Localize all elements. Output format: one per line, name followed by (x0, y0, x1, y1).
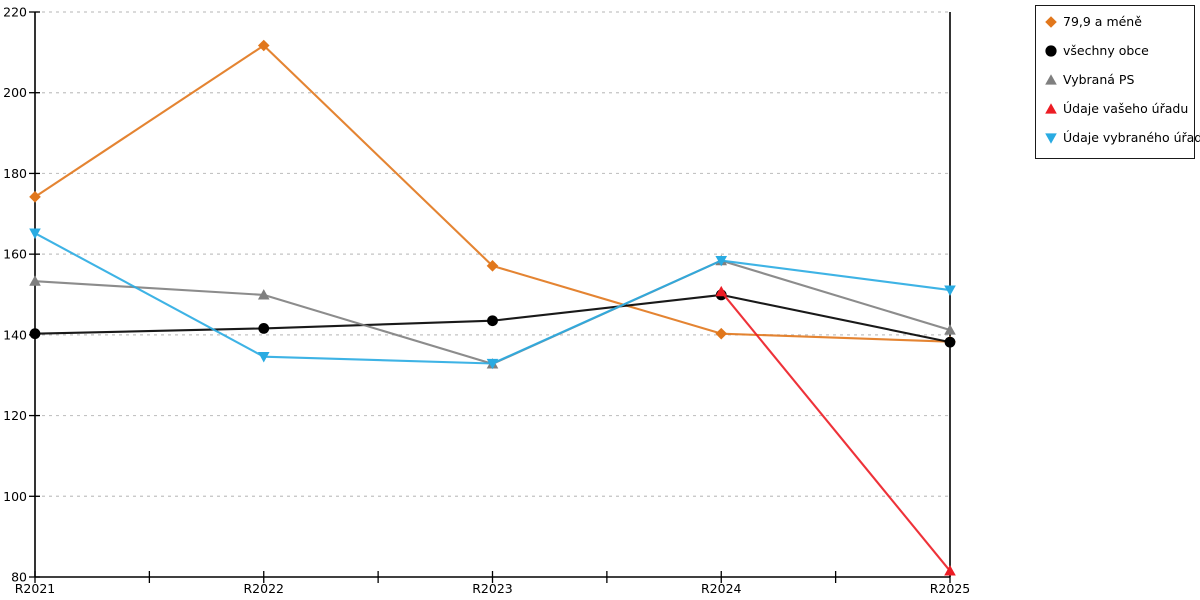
data-point-marker (257, 39, 270, 52)
data-point-marker (944, 324, 956, 335)
triangle-up-icon (1044, 73, 1058, 87)
data-point-marker (486, 260, 499, 272)
legend-label: všechny obce (1063, 43, 1149, 58)
data-point-marker (486, 358, 499, 370)
legend-item-0: 79,9 a méně (1044, 7, 1194, 36)
legend-label: Údaje vašeho úřadu (1063, 101, 1189, 116)
y-tick-label: 200 (3, 85, 27, 100)
data-point-marker (944, 336, 956, 348)
x-tick-label: R2023 (472, 581, 513, 596)
y-tick-label: 160 (3, 247, 27, 262)
data-point-marker (715, 285, 728, 297)
legend-item-2: Vybraná PS (1044, 65, 1194, 94)
series-4 (29, 228, 956, 370)
legend-item-3: Údaje vašeho úřadu (1044, 94, 1194, 123)
series-1 (29, 289, 956, 348)
y-tick-label: 220 (3, 5, 27, 20)
data-point-marker (29, 191, 41, 203)
y-tick-label: 140 (3, 327, 27, 342)
data-point-marker (29, 328, 41, 340)
y-tick-label: 80 (11, 570, 27, 585)
legend-label: 79,9 a méně (1063, 14, 1142, 29)
legend-item-1: všechny obce (1044, 36, 1194, 65)
diamond-icon (1044, 15, 1058, 29)
y-tick-label: 180 (3, 166, 27, 181)
legend-label: Vybraná PS (1063, 72, 1135, 87)
triangle-up-icon (1044, 102, 1058, 116)
triangle-down-icon (1044, 131, 1058, 145)
y-tick-label: 100 (3, 489, 27, 504)
x-tick-label: R2021 (15, 581, 56, 596)
legend-label: Údaje vybraného úřadu (1063, 130, 1200, 145)
circle-icon (1044, 44, 1058, 58)
legend: 79,9 a méně všechny obce Vybraná PS Údaje v… (1035, 5, 1200, 159)
data-point-marker (258, 323, 270, 334)
y-tick-label: 120 (3, 408, 27, 423)
data-point-marker (257, 289, 270, 300)
gridlines (35, 11, 950, 497)
data-point-marker (715, 327, 728, 340)
data-point-marker (487, 315, 498, 327)
data-point-marker (944, 565, 956, 576)
data-point-marker (257, 352, 270, 363)
x-tick-label: R2025 (930, 581, 971, 596)
series-0 (29, 39, 956, 348)
x-axis-ticks: R2021 R2022 R2023 R2024 R2025 (15, 571, 971, 596)
data-point-marker (29, 275, 41, 286)
data-point-marker (715, 256, 728, 267)
series-3 (715, 285, 956, 576)
data-point-marker (29, 228, 41, 239)
axes (34, 12, 951, 578)
legend-item-4: Údaje vybraného úřadu (1044, 123, 1200, 152)
x-tick-label: R2022 (244, 581, 285, 596)
data-point-marker (944, 285, 956, 296)
x-tick-label: R2024 (701, 581, 742, 596)
